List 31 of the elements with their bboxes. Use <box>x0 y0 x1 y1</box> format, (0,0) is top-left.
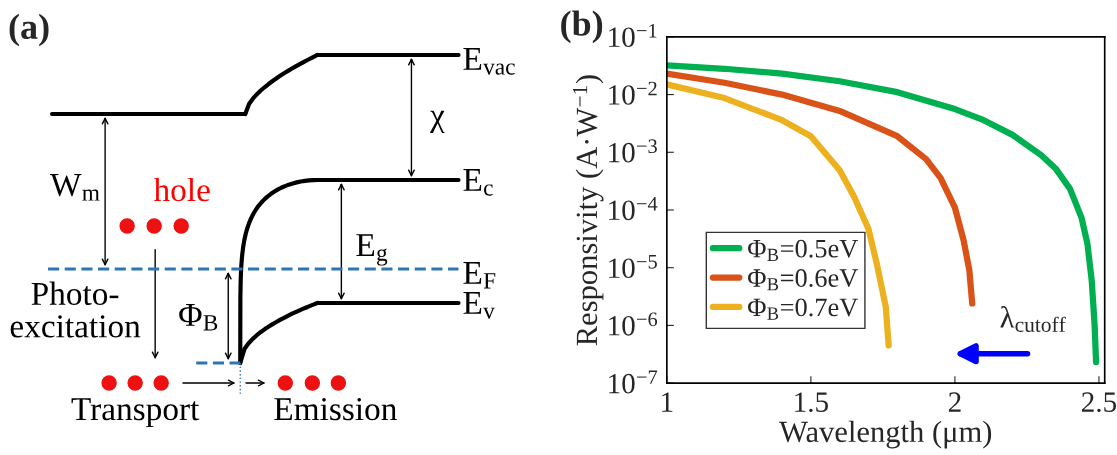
text: E$_{v}$ <box>463 292 495 319</box>
annotation: λ$_{cutoff}$ <box>1000 306 1066 332</box>
legend-label: Φ$_{B}$=0.6eV <box>748 269 858 291</box>
text: E$_{c}$ <box>463 169 493 196</box>
x-tick-label: 2 <box>948 392 961 412</box>
text: Emission <box>274 397 397 421</box>
text: W$_{m}$ <box>50 174 100 201</box>
text: E$_{g}$ <box>356 234 388 266</box>
x-tick-label: 1 <box>662 392 673 412</box>
y-tick-label: 10$^{−3}$ <box>609 139 657 163</box>
text: Transport <box>71 398 200 428</box>
text: E$_{F}$ <box>463 262 496 289</box>
y-tick-label: 10$^{−1}$ <box>609 23 657 48</box>
text: χ <box>430 110 445 134</box>
text: (a) <box>9 13 49 47</box>
x-tick-label: 1.5 <box>795 392 828 413</box>
chart-title: (b) <box>561 10 603 44</box>
text: E$_{vac}$ <box>463 48 515 75</box>
text: hole <box>153 177 210 202</box>
text: Φ$_{B}$ <box>179 304 218 331</box>
x-axis-title: Wavelength (μm) <box>779 420 992 449</box>
y-axis-title: Responsivity (A·W$^{−1}$) <box>572 75 604 346</box>
legend-label: Φ$_{B}$=0.5eV <box>748 239 858 261</box>
x-tick-label: 2.5 <box>1082 392 1117 413</box>
y-tick-label: 10$^{−6}$ <box>609 312 658 336</box>
y-tick-label: 10$^{−5}$ <box>609 255 657 279</box>
y-tick-label: 10$^{−7}$ <box>609 370 658 394</box>
legend-label: Φ$_{B}$=0.7eV <box>748 298 858 320</box>
text: Photo- excitation <box>10 281 141 338</box>
y-tick-label: 10$^{−2}$ <box>609 81 657 105</box>
y-tick-label: 10$^{−4}$ <box>609 197 658 221</box>
